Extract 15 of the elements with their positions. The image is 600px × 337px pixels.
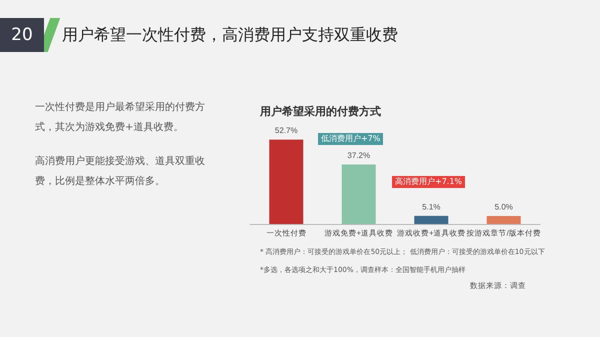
text: 一次性付费是用户最希望采用的付费方式，其次为游戏免费+道具收费。 <box>35 100 206 135</box>
data-label: 52.7% <box>274 126 298 136</box>
data-label: 37.2% <box>347 150 370 160</box>
bar <box>414 216 448 224</box>
bar <box>342 164 376 224</box>
bar <box>269 140 304 224</box>
chart-subtitle: 用户希望采用的付费方式 <box>260 104 381 119</box>
bar <box>486 216 521 224</box>
text: 20 <box>0 18 44 52</box>
data-label: 5.1% <box>422 202 440 212</box>
annotation: 低消费用户+7% <box>318 133 384 145</box>
annotation: 高消费用户+7.1% <box>392 176 466 188</box>
data-label: 5.0% <box>494 202 513 212</box>
text: 高消费用户更能接受游戏、道具双重收费，比例是整体水平两倍多。 <box>35 154 206 189</box>
chart-title: 用户希望一次性付费，高消费用户支持双重收费 <box>62 24 398 46</box>
